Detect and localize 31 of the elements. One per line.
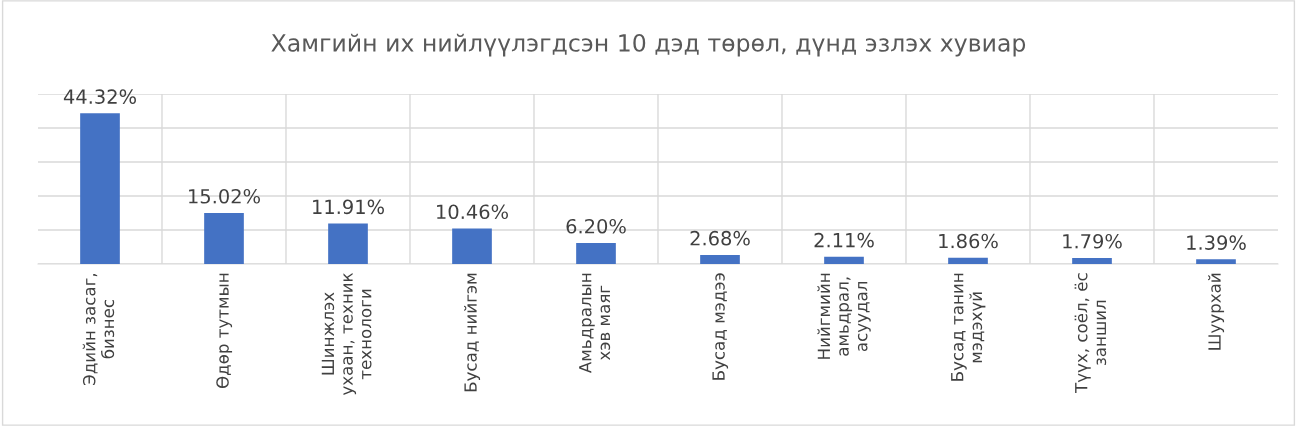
x-tick-label: Бусад мэдээ [712,273,729,380]
data-label: 10.46% [437,204,508,220]
x-tick-label: Бусад танин мэдэхүй [951,273,986,381]
bar [1072,257,1112,264]
bar [700,254,740,264]
data-label: 1.79% [1063,233,1122,249]
x-tick-label: Амьдралын хэв маяг [579,273,611,374]
x-tick-label: Шинжлэх ухаан, техник технологи [321,272,372,396]
data-label: 44.32% [63,89,136,104]
data-label: 2.68% [690,230,750,246]
data-label: 1.39% [1187,235,1246,250]
data-label: 15.02% [189,188,260,204]
chart-title: Хамгийн их нийлүүлэгдсэн 10 дэд төрөл, дүнд эзлэх хувиар [271,33,1026,57]
data-label: 2.11% [814,232,874,248]
x-tick-label: Нийгмийн амьдрал, асуудал [817,273,871,359]
x-tick-label: Түүх, соёл, ёс заншил [1074,273,1107,394]
data-label: 11.91% [313,199,384,215]
bar [576,242,616,264]
bar [204,212,244,264]
x-tick-label: Эдийн засаг, бизнес [82,273,115,385]
data-label: 1.86% [939,233,998,249]
x-tick-label: Өдөр тутмын [216,273,233,389]
bar [948,257,988,264]
bar [80,113,120,264]
bar [1196,259,1236,264]
bar [452,228,492,264]
x-tick-label: Бусад нийгэм [464,273,481,392]
data-label: 6.20% [566,218,626,234]
bar [328,223,368,264]
bar [824,256,864,264]
x-tick-label: Шуурхай [1208,273,1225,350]
